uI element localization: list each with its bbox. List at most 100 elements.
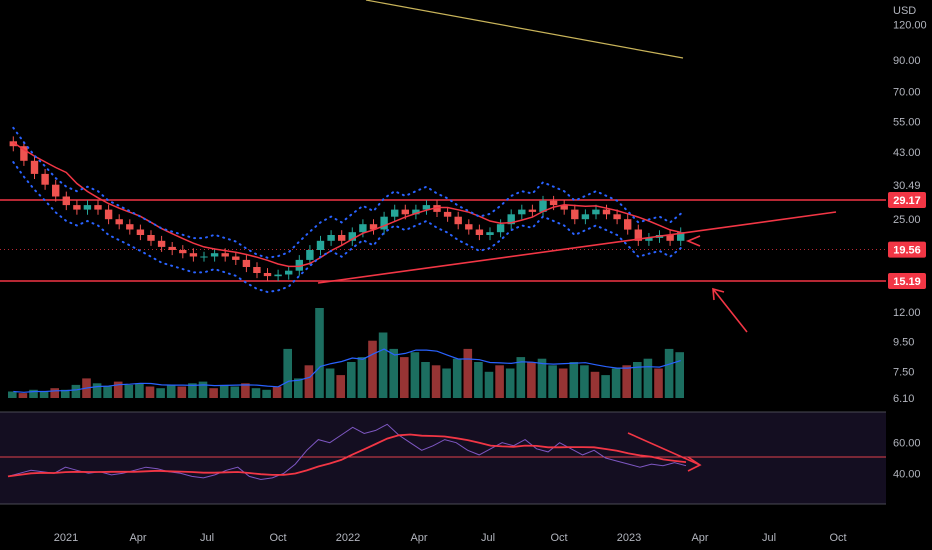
candle-body [359,224,367,233]
volume-bar [463,348,473,398]
ascending-trendline[interactable] [317,211,837,284]
candle-body [147,235,155,241]
candle-body [539,200,547,212]
rsi-tick-label: 60.00 [893,438,921,450]
candle-body [443,211,452,217]
candle-body [380,216,388,230]
volume-bar [262,389,271,398]
candle-body [274,274,282,277]
volume-bar [8,391,17,398]
time-axis-label: Oct [829,532,846,544]
volume-bar [166,384,176,398]
candle-body [560,205,568,210]
candle-body [338,235,346,241]
time-axis-label: Apr [129,532,146,544]
volume-bar [50,388,59,398]
volume-bar [378,332,388,398]
volume-bar [431,365,441,398]
candle-body [115,219,123,225]
candle-body [210,253,219,257]
volume-bar [113,381,123,398]
upper-band-dots [12,126,682,259]
volume-bar [368,340,377,398]
price-tag-support[interactable] [888,273,926,289]
volume-bar [61,389,70,398]
volume-bar [177,386,187,398]
volume-bar [537,358,547,398]
volume-bar [643,358,653,398]
volume-bar [315,308,324,398]
candle-body [581,214,590,220]
time-axis-label: 2021 [54,532,78,544]
candle-body [496,224,505,233]
volume-bar [495,365,504,398]
time-axis-label: Apr [691,532,708,544]
candle-body [348,232,356,241]
candle-body [200,256,208,258]
candle-body [62,196,70,206]
currency-label: USD [893,5,916,17]
time-axis-label: Jul [762,532,776,544]
candle-body [52,184,60,197]
price-tag-last-price[interactable] [888,241,926,258]
volume-bar [569,362,579,398]
candle-body [253,267,261,273]
price-tick-label: 7.50 [893,367,914,379]
time-axis-label: Jul [200,532,214,544]
long-term-trendline[interactable] [365,0,684,59]
volume-bar [410,352,420,398]
volume-bar [580,365,589,398]
price-tag-label: 19.56 [893,245,921,257]
volume-bar [251,388,261,398]
candle-body [285,270,293,275]
candle-body [263,273,272,277]
candle-body [401,209,409,215]
price-tick-label: 55.00 [893,116,921,128]
price-tick-label: 43.00 [893,147,921,159]
price-tag-resistance[interactable] [888,192,926,208]
volume-bar [601,375,610,398]
candle-body [136,229,145,235]
candle-body [624,219,632,230]
volume-bar [304,365,314,398]
price-tick-label: 6.10 [893,393,914,405]
candle-body [422,205,431,210]
rsi-arrow-head [687,456,702,472]
arrow-up-annotation [712,288,748,333]
candle-body [232,256,240,260]
volume-bar [124,384,134,398]
volume-bar [198,381,208,398]
volume-bar [633,362,642,398]
volume-bar [442,368,451,398]
volume-bar [347,362,356,398]
arrow-up-head [712,287,725,301]
candle-body [571,209,579,220]
volume-bar [484,371,494,398]
candle-body [507,214,515,225]
volume-bar [611,368,621,398]
volume-bar [92,383,102,398]
candle-body [295,259,303,271]
volume-bar [219,384,229,398]
candle-body [465,224,473,230]
volume-bar [474,362,483,398]
price-tick-label: 70.00 [893,86,921,98]
time-axis-label: Apr [410,532,427,544]
price-tag-label: 15.19 [893,276,921,288]
volume-bar [389,348,398,398]
time-axis-label: 2023 [617,532,641,544]
volume-bar [548,365,557,398]
volume-bar [505,368,515,398]
volume-bar [325,368,335,398]
volume-bar [622,365,631,398]
price-tick-label: 90.00 [893,55,921,67]
price-tick-label: 30.49 [893,180,921,192]
volume-bar [664,348,674,398]
candle-body [242,259,251,267]
volume-bar [145,386,155,398]
candle-body [528,209,537,212]
candle-body [83,205,92,210]
volume-bar [654,368,663,398]
